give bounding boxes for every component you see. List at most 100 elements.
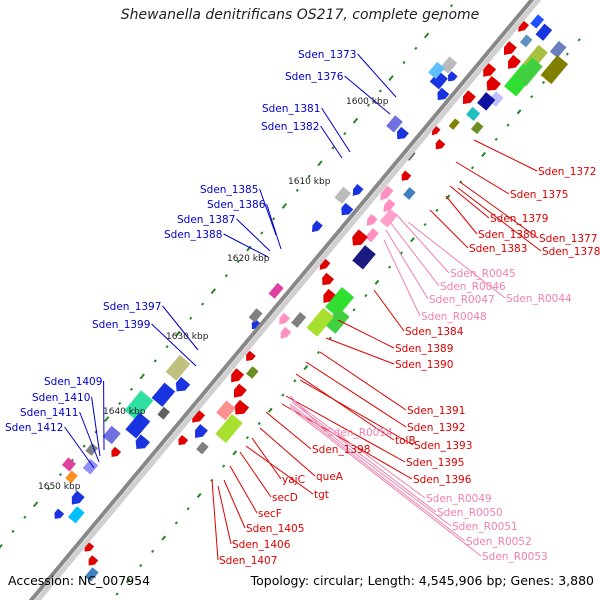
scale-tick xyxy=(388,265,392,269)
scale-tick xyxy=(210,288,217,295)
scale-tick xyxy=(303,365,309,371)
gene-feature xyxy=(246,350,256,361)
inner-gene-label: tgt xyxy=(314,489,329,501)
gene-block xyxy=(125,412,151,439)
scale-tick xyxy=(222,464,226,468)
outer-gene-label: Sden_1376 xyxy=(285,71,344,83)
gene-block xyxy=(515,57,543,87)
gene-feature xyxy=(515,57,543,87)
gene-block xyxy=(246,366,259,379)
outer-gene-label: Sden_1382 xyxy=(261,121,319,133)
gene-feature xyxy=(175,376,191,392)
gene-block xyxy=(379,208,398,228)
gene-block xyxy=(365,228,379,243)
gene-block xyxy=(65,470,78,484)
rna-gene-label: Sden_R0052 xyxy=(466,536,532,548)
gene-feature xyxy=(380,185,394,201)
inner-gene-label-leader xyxy=(325,337,395,365)
inner-gene-label: Sden_1372 xyxy=(538,166,596,178)
gene-feature xyxy=(440,56,458,74)
gene-arrow xyxy=(233,383,247,398)
scale-tick xyxy=(388,75,394,81)
inner-gene-label: Sden_1391 xyxy=(407,405,465,417)
outer-gene-label-leader xyxy=(357,53,397,98)
gene-arrow xyxy=(111,446,122,457)
scale-tick xyxy=(257,421,261,426)
inner-gene-label-leader xyxy=(239,451,272,498)
scale-tick xyxy=(295,188,299,192)
outer-gene-label: Sden_1397 xyxy=(103,301,161,313)
outer-gene-label-leader xyxy=(344,75,391,115)
gene-feature xyxy=(233,383,247,398)
scale-tick xyxy=(445,194,451,200)
gene-arrow xyxy=(437,87,450,101)
gene-feature xyxy=(151,382,176,407)
gene-feature xyxy=(65,470,78,484)
inner-gene-label: secD xyxy=(272,492,298,504)
gene-arrow xyxy=(341,202,354,216)
gene-feature xyxy=(428,61,445,79)
scale-tick xyxy=(470,166,475,170)
outer-gene-label-leader xyxy=(266,203,282,250)
rna-gene-label: Sden_R0050 xyxy=(437,507,503,519)
inner-gene-label-leader xyxy=(211,479,219,561)
tick-dots-layer xyxy=(0,4,581,596)
gene-block xyxy=(216,400,236,421)
inner-gene-label: Sden_1379 xyxy=(490,213,548,225)
inner-gene-label-leader xyxy=(265,411,312,450)
outer-gene-label: Sden_1409 xyxy=(44,376,102,388)
gene-feature xyxy=(85,443,98,456)
features-layer xyxy=(54,14,569,582)
scale-tick xyxy=(11,529,15,533)
gene-block xyxy=(325,286,355,318)
gene-feature xyxy=(447,71,458,82)
gene-block xyxy=(535,23,553,41)
gene-feature xyxy=(88,555,99,566)
outer-gene-label: Sden_1411 xyxy=(20,407,78,419)
scale-tick xyxy=(281,393,285,397)
gene-feature xyxy=(84,567,99,582)
scale-tick xyxy=(366,103,371,107)
kbp-tick-label: 1620 kbp xyxy=(227,254,270,264)
gene-block xyxy=(291,312,307,328)
gene-arrow xyxy=(401,170,412,181)
gene-feature xyxy=(386,115,403,133)
scale-tick xyxy=(189,316,193,320)
outer-gene-label: Sden_1412 xyxy=(5,422,63,434)
rna-gene-label-leader xyxy=(395,213,450,274)
gene-block xyxy=(386,115,403,133)
inner-gene-label: Sden_1384 xyxy=(405,326,464,338)
rna-gene-label-leader xyxy=(289,407,482,557)
gene-feature xyxy=(157,406,170,420)
inner-gene-label: Sden_1393 xyxy=(414,440,472,452)
inner-gene-label-leader xyxy=(445,195,478,235)
gene-feature xyxy=(61,457,76,472)
gene-arrow xyxy=(383,198,396,213)
scale-tick xyxy=(343,131,347,136)
scale-tick xyxy=(423,32,430,39)
outer-gene-label: Sden_1385 xyxy=(200,184,258,196)
scale-tick xyxy=(374,279,380,285)
scale-tick xyxy=(494,137,498,141)
scale-tick xyxy=(293,379,297,383)
inner-gene-label-leader xyxy=(229,465,258,514)
backbone-layer xyxy=(28,0,542,600)
gene-feature xyxy=(71,490,85,505)
gene-feature xyxy=(448,118,460,130)
gene-arrow xyxy=(447,71,458,82)
leader-lines-layer xyxy=(64,53,542,561)
scale-tick xyxy=(542,80,546,85)
outer-gene-label-leader xyxy=(79,411,100,463)
scale-tick xyxy=(104,416,110,422)
inner-gene-label-leader xyxy=(455,161,510,195)
gene-feature xyxy=(322,272,335,286)
inner-gene-label-leader xyxy=(373,289,405,332)
scale-tick xyxy=(115,592,119,596)
accession-text: Accession: NC_007954 xyxy=(8,573,151,588)
inner-gene-label: Sden_1377 xyxy=(539,233,597,245)
inner-gene-label: Sden_1396 xyxy=(413,474,472,486)
scale-tick xyxy=(506,123,510,127)
inner-gene-label-leader xyxy=(337,319,395,349)
labels-layer: 1600 kbp 1610 kbp 1620 kbp 1630 kbp 1640 kbp… xyxy=(5,49,600,567)
inner-gene-label: tolB xyxy=(395,435,416,447)
